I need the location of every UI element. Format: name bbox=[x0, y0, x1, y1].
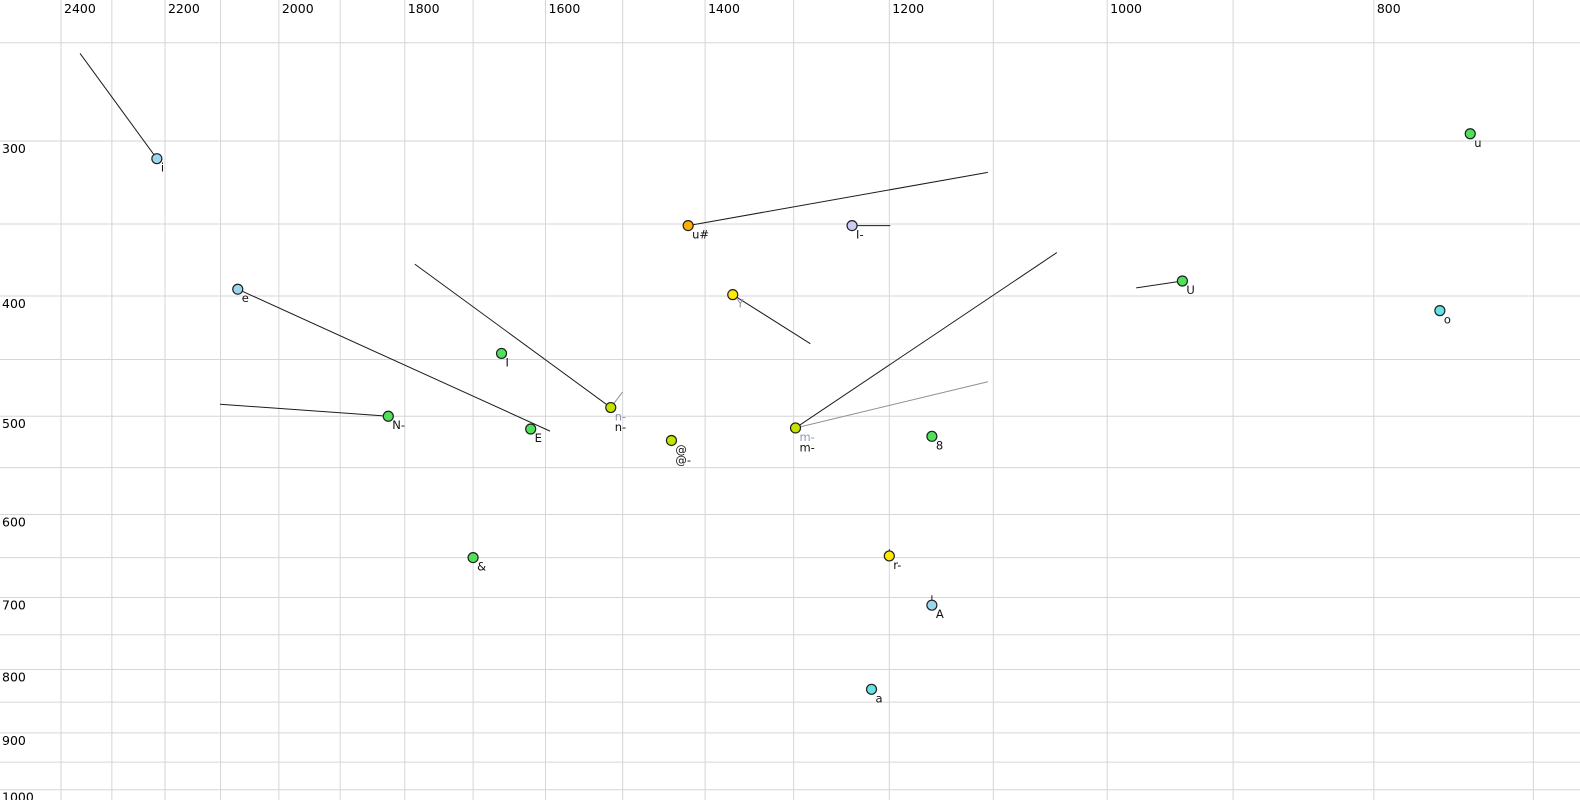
point-I- bbox=[846, 219, 858, 232]
point-u# bbox=[682, 219, 694, 232]
point-u bbox=[1464, 128, 1476, 140]
edge-line bbox=[795, 252, 1058, 429]
point-label-Y: Y bbox=[736, 297, 745, 311]
point-label-i: i bbox=[161, 161, 164, 175]
point-label-o: o bbox=[1444, 313, 1451, 327]
x-tick-label: 1800 bbox=[408, 1, 440, 16]
point-label-N-: N- bbox=[392, 418, 405, 432]
edge-line bbox=[414, 263, 612, 408]
points-layer bbox=[151, 128, 1476, 695]
y-tick-label: 500 bbox=[2, 416, 26, 431]
x-tick-label: 1600 bbox=[549, 1, 581, 16]
point-m- bbox=[789, 422, 802, 434]
point-label-A: A bbox=[936, 607, 944, 621]
point-@ bbox=[665, 434, 678, 447]
edge-line bbox=[219, 403, 389, 417]
y-tick-label: 1000 bbox=[2, 790, 34, 800]
edge-line bbox=[79, 53, 158, 159]
point-i bbox=[151, 153, 163, 165]
point-E bbox=[525, 423, 537, 435]
x-tick-label: 2200 bbox=[168, 1, 200, 16]
y-tick-label: 700 bbox=[2, 598, 26, 613]
point-label-8: 8 bbox=[936, 438, 943, 452]
point-label-u#: u# bbox=[692, 228, 709, 242]
x-tick-label: 1400 bbox=[708, 1, 740, 16]
point-label-@: @- bbox=[675, 453, 691, 467]
point-label-&: & bbox=[477, 560, 486, 574]
x-tick-label: 2000 bbox=[282, 1, 314, 16]
point-& bbox=[467, 551, 479, 564]
point-I bbox=[495, 347, 508, 360]
point-e bbox=[232, 283, 244, 295]
point-a bbox=[865, 683, 878, 695]
edge-line bbox=[795, 381, 988, 429]
point-label-@: @ bbox=[675, 442, 687, 456]
x-tick-label: 2400 bbox=[64, 1, 96, 16]
point-Y bbox=[727, 289, 739, 301]
point-A bbox=[926, 599, 938, 611]
point-labels-layer: i e N- I En-n- @@- u# Y I-m-m- 8 & r- Aa Uu o bbox=[161, 136, 1482, 706]
axis-labels-layer: 2400 2200 2000 1800 1600 1400 1200 1000 800 300 40… bbox=[2, 1, 1401, 800]
point-label-u: u bbox=[1474, 136, 1481, 150]
point-label-e: e bbox=[242, 291, 249, 305]
edge-line bbox=[237, 288, 551, 432]
point-r- bbox=[883, 550, 895, 562]
x-tick-label: 1200 bbox=[892, 1, 924, 16]
y-tick-label: 400 bbox=[2, 296, 26, 311]
point-label-n-: n- bbox=[615, 420, 626, 434]
edge-line bbox=[688, 171, 988, 227]
point-label-I-: I- bbox=[856, 228, 864, 242]
y-tick-label: 800 bbox=[2, 669, 26, 684]
point-label-I: I bbox=[506, 355, 509, 369]
point-N- bbox=[382, 410, 394, 422]
point-label-m-: m- bbox=[799, 440, 814, 454]
y-tick-label: 900 bbox=[2, 733, 26, 748]
edge-line bbox=[732, 294, 811, 345]
x-tick-label: 1000 bbox=[1110, 1, 1142, 16]
point-label-E: E bbox=[535, 431, 542, 445]
point-U bbox=[1176, 275, 1188, 287]
point-label-U: U bbox=[1186, 283, 1194, 297]
point-n- bbox=[605, 401, 617, 414]
point-label-a: a bbox=[876, 691, 883, 705]
y-tick-label: 600 bbox=[2, 514, 26, 529]
point-label-r-: r- bbox=[893, 558, 901, 572]
y-tick-label: 300 bbox=[2, 141, 26, 156]
point-label-n-: n- bbox=[615, 410, 626, 424]
point-8 bbox=[926, 430, 938, 442]
x-tick-label: 800 bbox=[1377, 1, 1401, 16]
edges-layer bbox=[79, 53, 1183, 606]
point-label-m-: m- bbox=[799, 430, 814, 444]
edge-line bbox=[1136, 280, 1183, 289]
point-o bbox=[1434, 305, 1446, 317]
